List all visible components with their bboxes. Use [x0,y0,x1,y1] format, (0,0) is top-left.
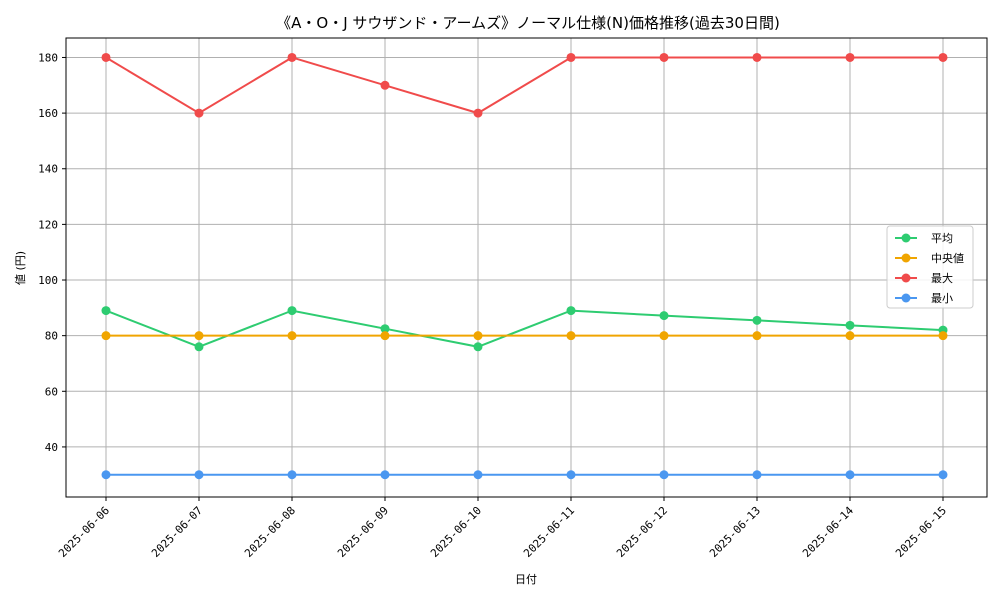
data-point [566,306,576,316]
x-tick-label: 2025-06-14 [800,504,856,560]
x-tick-label: 2025-06-13 [707,504,763,560]
data-point [938,470,948,480]
data-point [659,470,669,480]
data-point [752,315,762,325]
data-point [752,470,762,480]
data-point [659,331,669,341]
x-tick-label: 2025-06-09 [335,504,391,560]
y-tick-label: 120 [38,218,58,231]
data-point [659,52,669,62]
legend-item: 最大 [895,271,953,285]
data-point [101,52,111,62]
series-中央値 [101,331,948,341]
y-tick-label: 140 [38,163,58,176]
legend-item: 平均 [895,232,953,245]
data-point [194,108,204,118]
x-tick-label: 2025-06-08 [242,504,298,560]
y-ticks: 40 60 80 100 120 140 160 180 [38,51,66,454]
data-point [380,80,390,90]
plot-frame [65,37,988,498]
x-ticks: 2025-06-06 2025-06-07 2025-06-08 2025-06-09… [56,497,949,560]
data-point [473,331,483,341]
series-line [105,56,943,115]
chart-title: 《A・O・J サウザンド・アームズ》ノーマル仕様(N)価格推移(過去30日間) [276,14,780,32]
series-最大 [101,52,948,118]
data-point [380,324,390,334]
y-tick-label: 100 [38,274,58,287]
data-point [194,342,204,352]
legend-box [886,225,974,309]
x-tick-label: 2025-06-06 [56,504,112,560]
data-point [566,331,576,341]
data-point [473,108,483,118]
legend-marker [901,233,911,243]
y-axis-label: 値 (円) [14,251,27,285]
legend-item: 中央値 [895,252,964,265]
x-tick-label: 2025-06-07 [149,504,205,560]
series-平均 [101,306,948,352]
data-point [194,470,204,480]
data-point [845,331,855,341]
x-tick-label: 2025-06-15 [893,504,949,560]
series-最小 [101,470,948,480]
legend-label: 最小 [931,292,953,305]
data-point [845,470,855,480]
data-point [566,470,576,480]
series-layer [101,52,948,480]
data-point [194,331,204,341]
data-point [659,311,669,321]
data-point [566,52,576,62]
data-point [101,306,111,316]
data-point [287,306,297,316]
data-point [752,52,762,62]
grid [66,38,987,497]
legend-marker [901,253,911,263]
data-point [845,320,855,330]
legend-marker [901,273,911,283]
y-tick-label: 40 [45,441,58,454]
y-tick-label: 180 [38,51,58,64]
series-line [105,309,944,348]
y-tick-label: 160 [38,107,58,120]
x-axis-label: 日付 [515,573,537,586]
data-point [473,470,483,480]
x-tick-label: 2025-06-11 [521,504,577,560]
data-point [845,52,855,62]
legend-label: 最大 [931,271,953,285]
data-point [380,331,390,341]
legend-marker [901,293,911,303]
data-point [287,470,297,480]
data-point [287,52,297,62]
data-point [473,342,483,352]
data-point [101,470,111,480]
legend-label: 中央値 [931,252,964,265]
data-point [380,470,390,480]
data-point [938,52,948,62]
x-tick-label: 2025-06-12 [614,504,670,560]
data-point [752,331,762,341]
legend-label: 平均 [931,232,953,245]
y-tick-label: 80 [45,330,58,343]
x-tick-label: 2025-06-10 [428,504,484,560]
data-point [938,331,948,341]
legend-item: 最小 [895,292,953,305]
data-point [287,331,297,341]
data-point [101,331,111,341]
y-tick-label: 60 [45,385,58,398]
